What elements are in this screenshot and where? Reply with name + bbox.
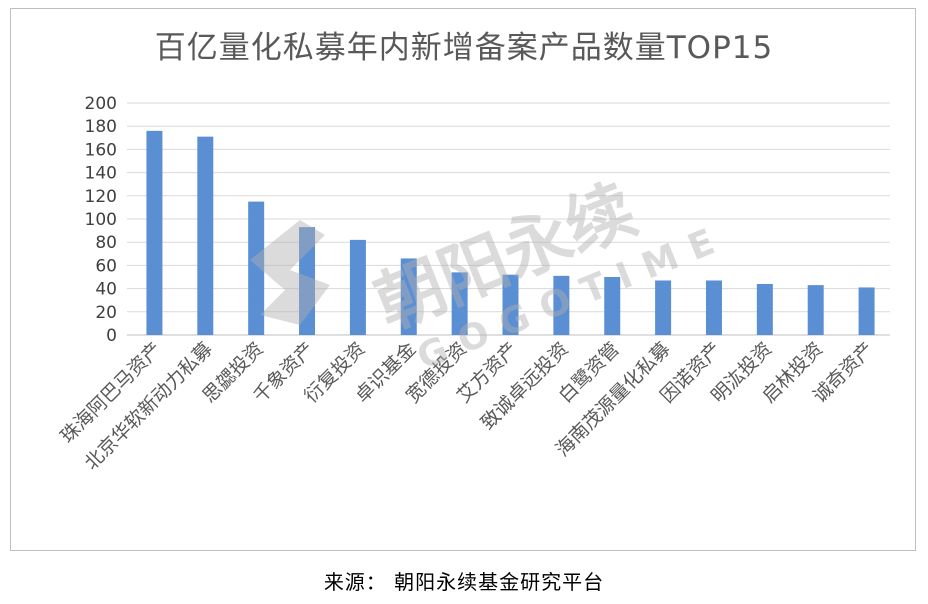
bar — [146, 130, 163, 335]
bar — [756, 283, 773, 335]
bar — [604, 277, 621, 335]
bar — [502, 274, 519, 335]
bar — [400, 258, 417, 335]
bar — [299, 227, 316, 335]
y-tick-label: 100 — [85, 210, 117, 230]
y-tick-label: 160 — [85, 140, 117, 160]
y-tick-label: 120 — [85, 187, 117, 207]
y-axis-ticks: 0 20 40 60 80 100 120 140 160 180 200 — [85, 94, 117, 346]
bar — [349, 239, 366, 335]
y-tick-label: 140 — [85, 164, 117, 184]
bar — [451, 272, 468, 335]
bars — [146, 130, 875, 335]
bar — [705, 280, 722, 335]
y-tick-label: 200 — [85, 94, 117, 114]
y-tick-label: 80 — [95, 233, 117, 253]
bar — [553, 275, 570, 335]
chart-title: 百亿量化私募年内新增备案产品数量TOP15 — [154, 30, 774, 66]
bar — [858, 287, 875, 335]
bar — [807, 285, 824, 335]
bar — [248, 201, 265, 335]
x-axis-labels: 珠海阿巴马资产北京华软新动力私募思勰投资千象资产衍复投资卓识基金宽德投资艾方资产… — [56, 338, 878, 474]
y-tick-label: 180 — [85, 117, 117, 137]
source-note: 来源： 朝阳永续基金研究平台 — [323, 570, 605, 594]
y-tick-label: 60 — [95, 256, 117, 276]
bar — [655, 280, 672, 335]
y-tick-label: 0 — [106, 326, 117, 346]
y-tick-label: 40 — [95, 280, 117, 300]
y-tick-label: 20 — [95, 303, 117, 323]
bar-chart: 0 20 40 60 80 100 120 140 160 180 200 珠海阿巴马资产北京华软新… — [56, 94, 890, 474]
bar — [197, 136, 214, 335]
